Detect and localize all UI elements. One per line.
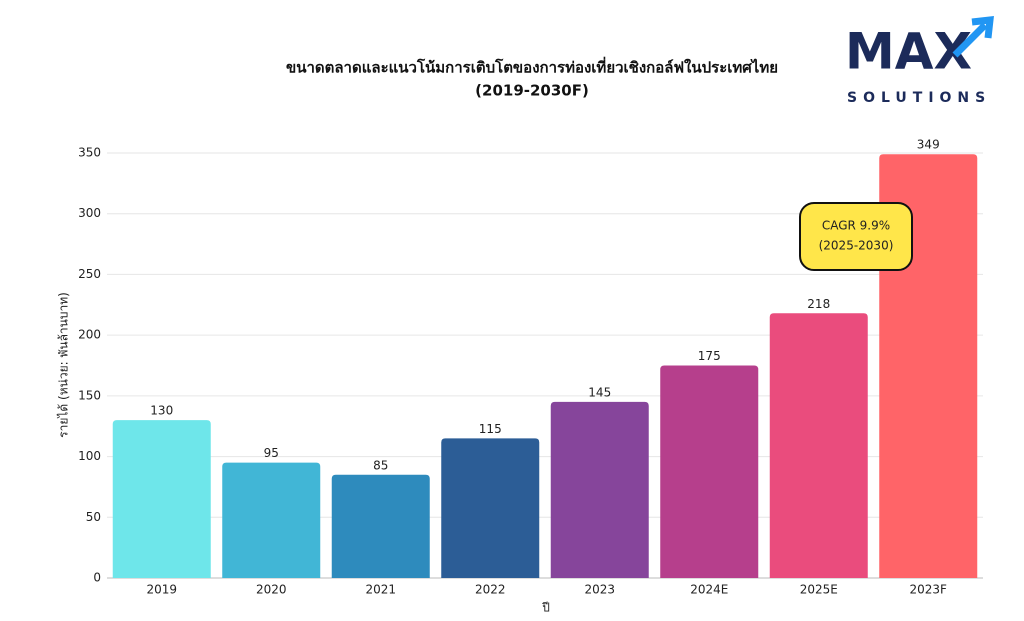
annotation-text: CAGR 9.9% xyxy=(822,219,890,233)
value-label: 218 xyxy=(807,297,830,311)
annotation-box xyxy=(799,202,913,271)
y-tick-label: 0 xyxy=(93,571,101,585)
bar xyxy=(769,313,868,578)
bar xyxy=(331,474,430,578)
x-tick-label: 2025E xyxy=(800,583,838,597)
bar xyxy=(112,420,211,578)
logo: MAX SOLUTIONS xyxy=(845,16,994,106)
value-label: 85 xyxy=(373,458,388,472)
x-tick-label: 2024E xyxy=(690,583,728,597)
value-label: 95 xyxy=(264,446,279,460)
bar xyxy=(550,401,649,578)
logo-text: MAX xyxy=(845,23,972,81)
y-tick-label: 50 xyxy=(86,510,101,524)
logo-arrow xyxy=(952,16,994,58)
chart-subtitle: (2019-2030F) xyxy=(475,82,589,100)
bar xyxy=(660,365,759,578)
value-label: 175 xyxy=(698,349,721,363)
x-tick-label: 2022 xyxy=(475,583,506,597)
logo-tagline: SOLUTIONS xyxy=(847,90,991,106)
value-label: 130 xyxy=(150,404,173,418)
annotation: CAGR 9.9% (2025-2030) xyxy=(799,202,913,271)
y-tick-label: 350 xyxy=(78,146,101,160)
y-tick-label: 300 xyxy=(78,206,101,220)
y-tick-label: 250 xyxy=(78,267,101,281)
bar xyxy=(441,438,540,578)
chart-title: ขนาดตลาดและแนวโน้มการเติบโตของการท่องเที… xyxy=(286,57,778,77)
x-tick-label: 2019 xyxy=(146,583,177,597)
value-label: 145 xyxy=(588,385,611,399)
value-label: 115 xyxy=(479,422,502,436)
annotation-text: (2025-2030) xyxy=(819,239,894,253)
bar xyxy=(222,462,321,578)
x-tick-label: 2023 xyxy=(584,583,615,597)
y-tick-label: 100 xyxy=(78,449,101,463)
y-tick-label: 200 xyxy=(78,328,101,342)
x-axis-label: ปี xyxy=(542,601,550,615)
x-tick-label: 2021 xyxy=(365,583,396,597)
value-label: 349 xyxy=(917,138,940,152)
y-tick-label: 150 xyxy=(78,388,101,402)
x-tick-label: 2023F xyxy=(910,583,948,597)
y-axis-label: รายได้ (หน่วย: พันล้านบาท) xyxy=(57,292,71,438)
x-tick-label: 2020 xyxy=(256,583,287,597)
